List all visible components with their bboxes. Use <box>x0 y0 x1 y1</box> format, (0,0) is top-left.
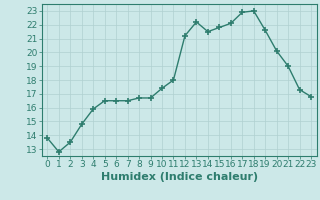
X-axis label: Humidex (Indice chaleur): Humidex (Indice chaleur) <box>100 172 258 182</box>
